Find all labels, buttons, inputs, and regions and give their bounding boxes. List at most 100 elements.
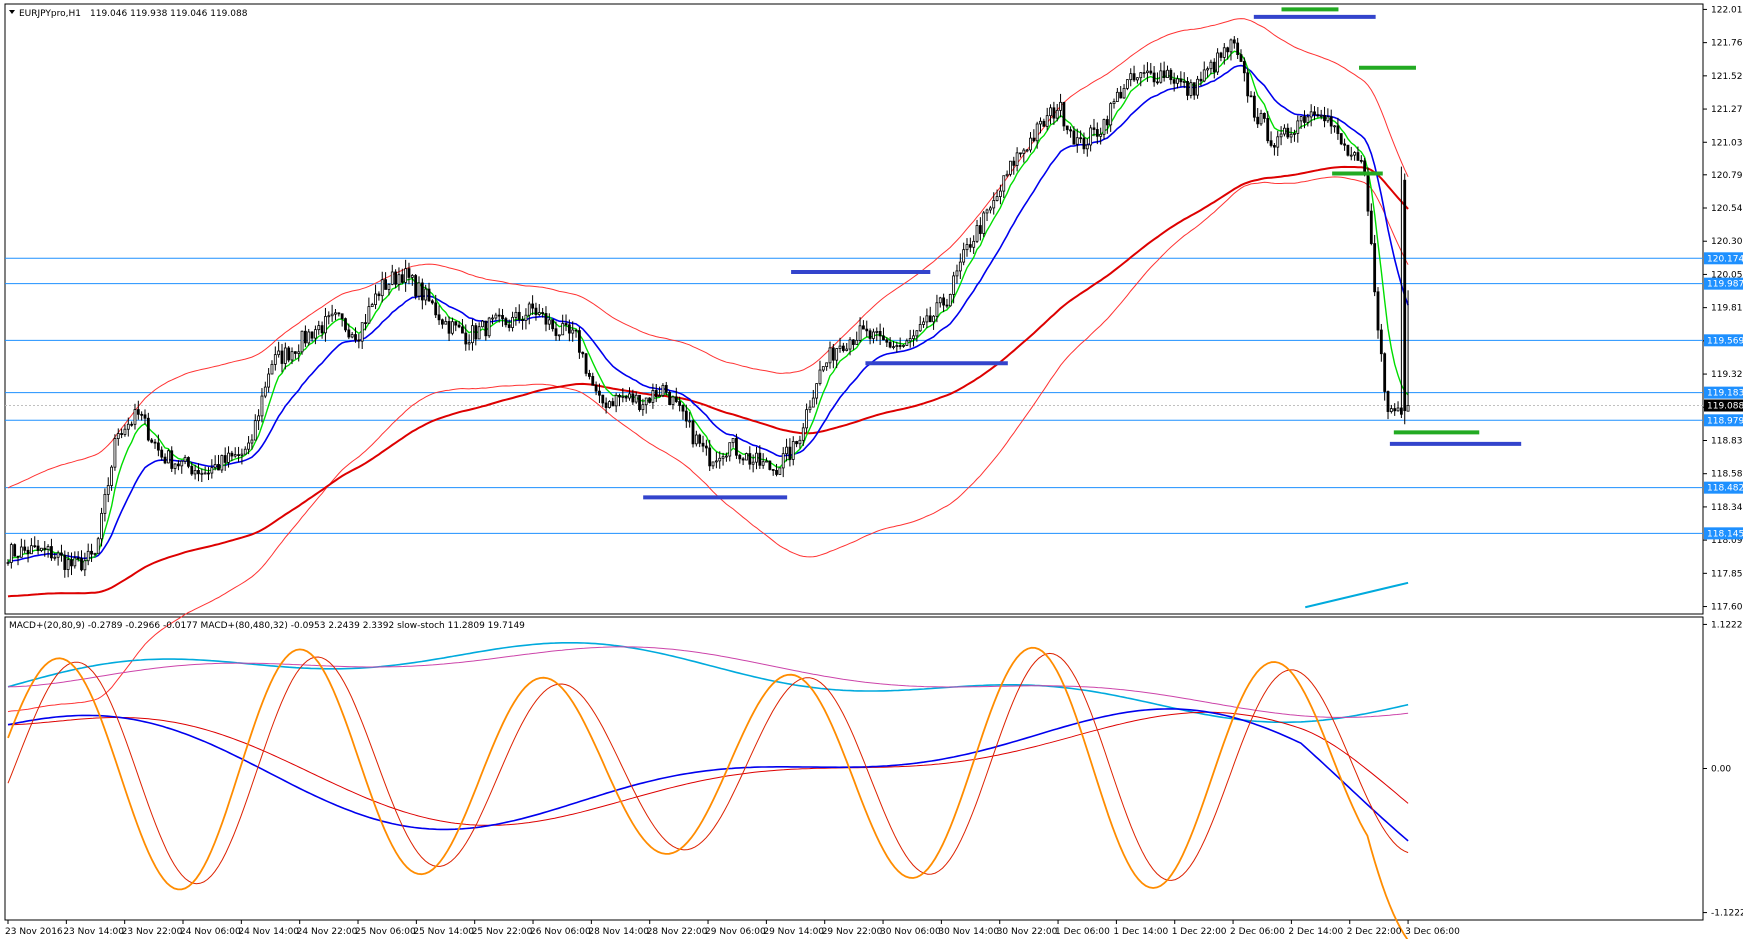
candle-body xyxy=(56,552,60,558)
candle-body xyxy=(200,472,204,475)
candle-body xyxy=(250,439,254,444)
lower-band-line xyxy=(7,176,1409,713)
candle-body xyxy=(434,302,438,316)
candle-body xyxy=(511,316,514,328)
candle-body xyxy=(19,546,23,558)
level-markers[interactable] xyxy=(643,7,1522,500)
candle-body xyxy=(110,466,113,486)
price-tick-label: 118.340 xyxy=(1711,503,1743,513)
candle-body xyxy=(120,433,124,435)
time-tick-label: 24 Nov 14:00 xyxy=(238,927,299,937)
candle-body xyxy=(791,441,795,460)
candle-body xyxy=(1115,91,1119,102)
candle-body xyxy=(638,394,641,411)
time-tick-label: 24 Nov 06:00 xyxy=(180,927,241,937)
candle-body xyxy=(1125,79,1129,89)
candle-body xyxy=(938,297,942,304)
candle-body xyxy=(1059,101,1062,111)
candle-body xyxy=(320,325,324,334)
level-price-tag xyxy=(1704,481,1743,494)
candle-body xyxy=(1042,120,1046,127)
price-tick-label: 121.765 xyxy=(1711,39,1743,49)
candle-body xyxy=(731,438,735,444)
candle-body xyxy=(955,270,959,277)
price-axis[interactable]: 122.010 121.765 121.520 121.275 121.030 120.7… xyxy=(1703,5,1743,613)
candle-body xyxy=(237,454,240,457)
candle-body xyxy=(1242,61,1246,74)
candle-body xyxy=(1369,210,1373,244)
candle-body xyxy=(1319,115,1323,117)
candle-body xyxy=(915,330,919,337)
candle-body xyxy=(1399,407,1403,415)
candle-body xyxy=(150,439,154,443)
candle-body xyxy=(357,339,361,342)
candle-body xyxy=(1313,111,1316,116)
candle-body xyxy=(270,363,274,375)
candle-body xyxy=(96,538,100,554)
candle-body xyxy=(574,329,578,332)
time-tick-label: 29 Nov 22:00 xyxy=(822,927,883,937)
candle-body xyxy=(1092,127,1096,130)
candle-body xyxy=(324,316,327,334)
candle-body xyxy=(948,294,952,307)
candle-body xyxy=(364,322,367,325)
candle-body xyxy=(765,460,768,463)
price-pane[interactable] xyxy=(4,3,1704,615)
candle-body xyxy=(721,456,725,459)
candle-body xyxy=(80,558,83,571)
candle-body xyxy=(1079,137,1083,140)
candle-body xyxy=(1266,118,1270,142)
chart-menu-arrow-icon[interactable] xyxy=(9,10,15,14)
candle-body xyxy=(23,546,27,551)
candle-body xyxy=(1343,143,1346,146)
candle-body xyxy=(711,461,715,467)
candle-body xyxy=(618,394,621,398)
time-tick-label: 29 Nov 14:00 xyxy=(763,927,824,937)
candle-body xyxy=(848,339,852,350)
candle-body xyxy=(1329,116,1333,127)
candle-body xyxy=(1139,72,1143,79)
candle-body xyxy=(1025,149,1029,152)
candle-body xyxy=(698,434,702,444)
candle-body xyxy=(367,306,371,324)
candle-body xyxy=(1359,160,1363,162)
candle-body xyxy=(1403,179,1407,412)
candle-body xyxy=(1209,61,1213,70)
candle-body xyxy=(878,330,882,337)
candle-body xyxy=(564,323,568,326)
candle-body xyxy=(778,467,782,475)
candle-body xyxy=(571,329,575,334)
candle-body xyxy=(885,339,889,343)
candle-body xyxy=(253,420,257,441)
level-price-tag xyxy=(1704,386,1743,399)
candle-body xyxy=(1169,69,1173,81)
time-tick-label: 25 Nov 06:00 xyxy=(355,927,416,937)
time-tick-label: 28 Nov 14:00 xyxy=(588,927,649,937)
candle-body xyxy=(1316,114,1320,117)
candlesticks xyxy=(6,36,1410,578)
horizontal-levels[interactable] xyxy=(5,257,1703,534)
candle-body xyxy=(798,439,802,445)
candle-body xyxy=(1349,154,1353,157)
candle-body xyxy=(420,282,424,301)
candle-body xyxy=(818,369,822,385)
candle-body xyxy=(781,453,785,469)
candle-body xyxy=(257,415,261,422)
candle-body xyxy=(758,452,762,466)
candle-body xyxy=(544,313,548,325)
candle-body xyxy=(751,461,755,465)
candle-body xyxy=(968,244,972,248)
candle-body xyxy=(521,319,524,321)
candle-body xyxy=(394,271,398,285)
candle-body xyxy=(908,338,912,342)
candle-body xyxy=(1182,81,1186,83)
candle-body xyxy=(694,434,698,445)
indicator-tick-label: 1.1222 xyxy=(1711,620,1743,630)
candle-body xyxy=(481,320,484,328)
time-tick-label: 1 Dec 22:00 xyxy=(1172,927,1227,937)
candle-body xyxy=(36,545,40,551)
candle-body xyxy=(180,460,184,467)
candle-body xyxy=(1293,132,1296,135)
candle-body xyxy=(872,331,875,339)
